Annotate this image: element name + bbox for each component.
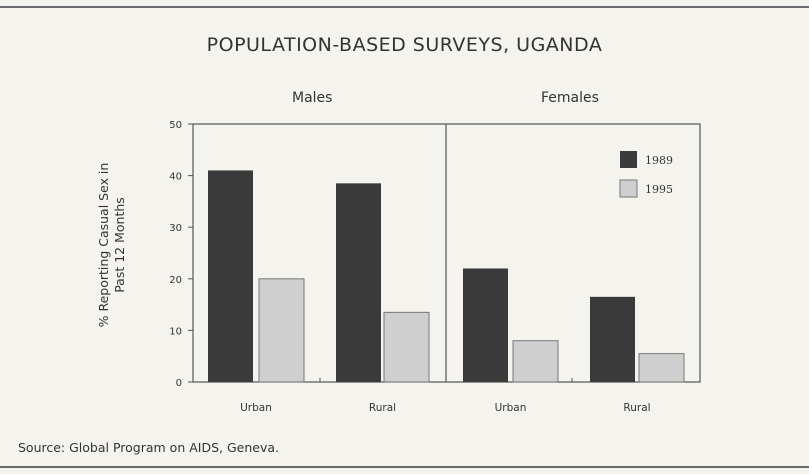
group-label-males: Males [292, 90, 333, 106]
bar-1989-urban-2 [463, 268, 508, 382]
bottom-rule [0, 466, 809, 468]
group-label-females: Females [541, 90, 599, 106]
category-label-1: Rural [369, 402, 396, 414]
y-tick-label: 40 [169, 172, 182, 183]
bar-1989-urban-0 [208, 170, 253, 382]
bar-1995-urban-2 [512, 340, 559, 383]
bar-1995-urban-0 [258, 278, 305, 383]
category-label-2: Urban [495, 402, 527, 414]
bar-1989-rural-1 [336, 183, 381, 382]
top-rule [0, 6, 809, 8]
legend-label-1989: 1989 [645, 154, 673, 167]
source-note: Source: Global Program on AIDS, Geneva. [18, 440, 279, 455]
category-label-3: Rural [623, 402, 650, 414]
y-tick-label: 50 [169, 120, 182, 131]
y-tick-label: 30 [169, 223, 182, 234]
legend-label-1995: 1995 [645, 183, 673, 196]
bar-1995-rural-3 [638, 353, 685, 383]
chart-title: POPULATION-BASED SURVEYS, UGANDA [206, 34, 603, 56]
bar-1995-rural-1 [383, 311, 430, 383]
y-tick-label: 10 [169, 326, 182, 337]
y-tick-label: 0 [176, 378, 182, 389]
category-label-0: Urban [240, 402, 272, 414]
y-tick-label: 20 [169, 275, 182, 286]
legend-swatch-1995 [619, 179, 638, 198]
bar-1989-rural-3 [590, 296, 635, 382]
legend-swatch-1989 [620, 151, 637, 168]
